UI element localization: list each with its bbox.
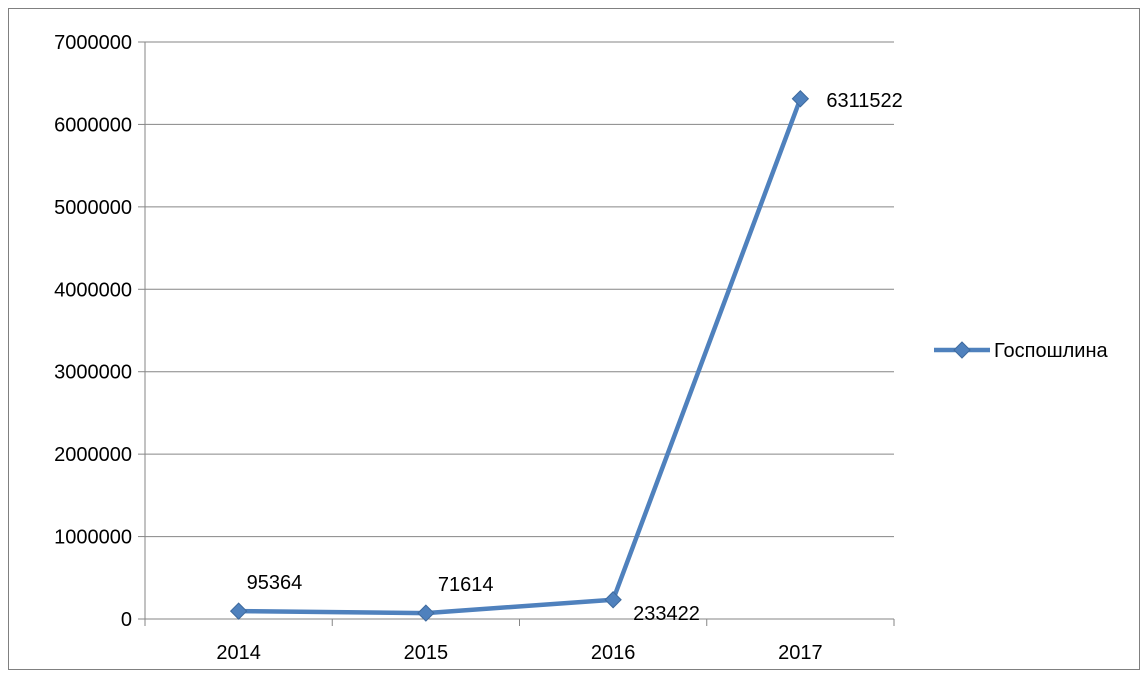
- y-tick-label: 1000000: [54, 527, 132, 549]
- data-label: 95364: [247, 572, 303, 594]
- data-label: 71614: [438, 574, 494, 596]
- legend-label-gosposhlina: Госпошлина: [994, 340, 1109, 362]
- y-tick-label: 6000000: [54, 114, 132, 136]
- data-labels: 95364 71614 233422 6311522: [247, 90, 903, 625]
- x-tick-label: 2014: [216, 642, 261, 664]
- series-layer: [229, 90, 810, 622]
- data-label: 6311522: [826, 90, 902, 112]
- data-point-marker: [229, 602, 248, 620]
- x-tick-label: 2015: [404, 642, 449, 664]
- y-axis-tick-labels: 0 1000000 2000000 3000000 4000000 5000000 6000…: [54, 32, 132, 631]
- gridlines: [145, 41, 894, 538]
- x-tick-label: 2016: [591, 642, 636, 664]
- series-line-gosposhlina: [236, 96, 803, 616]
- y-tick-label: 3000000: [54, 362, 132, 384]
- data-label: 233422: [633, 603, 700, 625]
- x-axis-tick-labels: 2014 2015 2016 2017: [216, 642, 822, 664]
- legend-marker-diamond: [953, 341, 971, 359]
- y-tick-label: 2000000: [54, 444, 132, 466]
- y-tick-label: 7000000: [54, 32, 132, 54]
- y-tick-label: 5000000: [54, 197, 132, 219]
- data-point-marker: [791, 90, 810, 108]
- data-point-marker: [604, 591, 622, 609]
- chart-area: [8, 8, 1140, 670]
- data-point-marker: [417, 604, 435, 622]
- y-tick-label: 4000000: [54, 279, 132, 301]
- x-tick-label: 2017: [778, 642, 823, 664]
- axes: [138, 41, 895, 626]
- y-tick-label: 0: [121, 609, 132, 631]
- legend: Госпошлина: [934, 340, 1109, 362]
